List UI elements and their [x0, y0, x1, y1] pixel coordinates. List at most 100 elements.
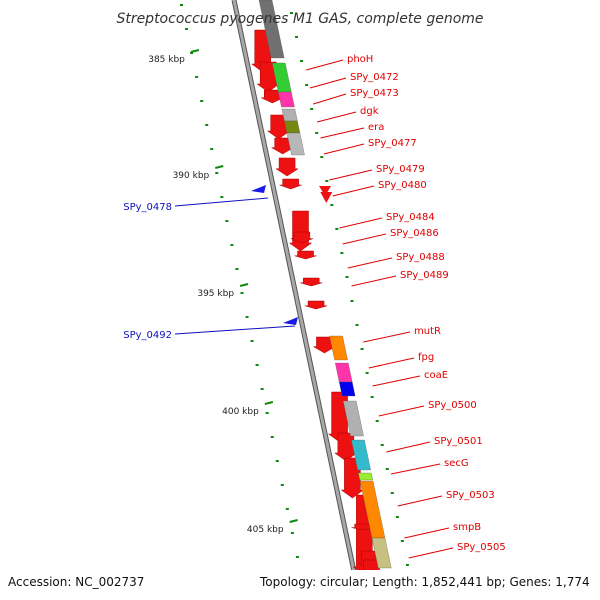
scale-tick [239, 283, 249, 287]
gene-label: SPy_0472 [350, 72, 399, 83]
plot-tick-left [235, 268, 239, 270]
plot-tick-left [240, 292, 244, 294]
feature-tracks [180, 0, 409, 600]
plot-tick-right [395, 516, 399, 518]
plot-tick-right [300, 60, 304, 62]
plot-tick-left [215, 172, 219, 174]
plot-tick-left [285, 508, 289, 510]
plot-tick-left [250, 340, 254, 342]
plot-tick-right [355, 324, 359, 326]
plot-tick-right [290, 12, 293, 14]
cog-category-bar [335, 362, 353, 383]
gene-leader-line [320, 127, 365, 139]
gene-leader-line [386, 441, 431, 453]
reverse-gene-arrow [251, 185, 266, 193]
forward-gene-arrow-small [320, 192, 333, 203]
scale-tick [215, 165, 224, 169]
plot-tick-right [350, 300, 354, 302]
cog-category-bar [258, 0, 285, 59]
scale-tick [264, 401, 274, 405]
plot-tick-left [180, 4, 183, 6]
gene-label: mutR [414, 326, 441, 337]
gene-leader-line [390, 463, 441, 475]
plot-tick-right [340, 252, 344, 254]
gene-leader-line [378, 405, 425, 417]
plot-tick-left [265, 412, 269, 414]
gene-label: SPy_0503 [446, 490, 495, 501]
gene-label: SPy_0488 [396, 252, 445, 263]
scale-label: 395 kbp [197, 289, 234, 299]
plot-tick-left [280, 484, 284, 486]
plot-tick-left [260, 388, 264, 390]
gene-leader-line [306, 59, 344, 71]
gene-label: phoH [347, 54, 373, 65]
plot-tick-left [195, 76, 199, 78]
gene-leader-line [332, 185, 375, 197]
cog-category-bar [284, 120, 301, 134]
plot-tick-left [200, 100, 204, 102]
plot-tick-right [320, 156, 324, 158]
forward-gene-arrow [304, 300, 328, 310]
scale-label: 405 kbp [247, 525, 284, 535]
scale-tick [190, 49, 200, 53]
scale-label: 390 kbp [173, 171, 210, 181]
scale-label: 385 kbp [148, 55, 185, 65]
gene-label: era [368, 122, 384, 133]
plot-tick-left [220, 196, 224, 198]
gene-leader-line [347, 257, 393, 269]
gene-leader-line-reverse [174, 197, 269, 207]
gene-leader-line [329, 169, 373, 181]
plot-tick-right [335, 228, 339, 230]
scale-labels: 385 kbp 390 kbp 395 kbp 400 kbp 405 kbp [148, 49, 298, 535]
plot-tick-right [345, 276, 349, 278]
gene-label-reverse: SPy_0478 [123, 202, 172, 213]
gene-leader-line [363, 331, 411, 343]
plot-tick-left [295, 556, 299, 558]
gene-label: SPy_0505 [457, 542, 506, 553]
forward-gene-arrow [294, 250, 317, 260]
plot-tick-left [290, 532, 294, 534]
plot-tick-left [185, 28, 189, 30]
gene-leader-line [342, 233, 387, 245]
plot-tick-right [390, 492, 394, 494]
cog-category-bar [339, 381, 356, 397]
plot-tick-right [405, 564, 409, 566]
gene-leader-line [316, 111, 357, 123]
gene-leader-line [323, 143, 365, 155]
plot-tick-right [385, 468, 389, 470]
plot-tick-left [275, 460, 279, 462]
plot-tick-right [375, 420, 379, 422]
gene-label: SPy_0479 [376, 164, 425, 175]
gene-label: SPy_0484 [386, 212, 435, 223]
plot-tick-left [225, 220, 229, 222]
gene-leader-line [397, 495, 443, 507]
forward-gene-arrow-small [319, 186, 332, 196]
gene-leader-line [313, 93, 347, 105]
plot-tick-right [370, 396, 374, 398]
gene-label: SPy_0473 [350, 88, 399, 99]
gene-label: SPy_0477 [368, 138, 417, 149]
gene-label: SPy_0486 [390, 228, 439, 239]
scale-label: 400 kbp [222, 407, 259, 417]
cog-category-bar [278, 91, 295, 108]
gene-label: coaE [424, 370, 448, 381]
accession-text: Accession: NC_002737 [8, 575, 144, 589]
gene-leader-line [309, 77, 347, 89]
cog-category-bar [371, 537, 392, 569]
plot-tick-left [205, 124, 209, 126]
reverse-gene-arrow [283, 317, 298, 325]
forward-gene-arrow [275, 157, 299, 177]
gene-leader-line [408, 547, 454, 559]
forward-gene-arrow [290, 231, 313, 244]
cog-category-bar [329, 335, 348, 361]
map-title: Streptococcus pyogenes M1 GAS, complete … [116, 11, 483, 27]
cog-category-bar [343, 400, 364, 437]
plot-tick-right [360, 348, 364, 350]
plot-tick-right [330, 204, 334, 206]
forward-gene-arrow [300, 277, 323, 287]
plot-tick-left [230, 244, 234, 246]
gene-leader-line [372, 375, 421, 387]
gene-leader-line [351, 275, 397, 287]
cog-category-bar [358, 472, 373, 481]
